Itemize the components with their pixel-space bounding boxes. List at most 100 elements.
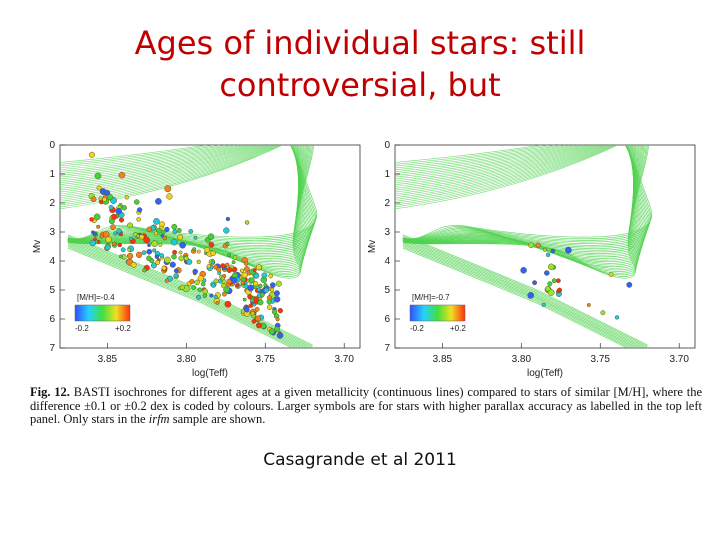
star-point [263, 287, 269, 294]
star-point [169, 261, 176, 268]
isochrone-line [395, 145, 563, 169]
isochrone-line [395, 145, 613, 202]
star-point [535, 242, 541, 248]
star-point [608, 272, 614, 277]
star-point [626, 281, 633, 288]
star-point [127, 247, 132, 252]
x-tick-label: 3.70 [334, 354, 354, 365]
star-point [126, 252, 134, 260]
star-point [118, 254, 123, 259]
star-point [176, 227, 182, 233]
isochrone-line [395, 145, 595, 185]
isochrone-line [60, 145, 264, 189]
star-point [565, 246, 572, 254]
isochrone-line [395, 145, 599, 189]
star-point [104, 244, 111, 251]
star-point [224, 300, 232, 308]
isochrone-line [60, 145, 262, 187]
star-point [117, 242, 122, 248]
star-point [270, 287, 275, 292]
isochrone-line [395, 145, 608, 197]
isochrone-line [60, 145, 266, 191]
isochrone-line [60, 145, 248, 178]
star-point [247, 294, 253, 300]
main-sequence-line [402, 246, 632, 348]
star-point [155, 260, 161, 265]
star-point [271, 309, 278, 315]
star-point [225, 241, 230, 246]
isochrone-line [395, 145, 592, 184]
isochrone-line [395, 145, 572, 172]
star-point [146, 248, 153, 255]
star-point [261, 272, 268, 279]
star-point [194, 279, 200, 286]
isochrone-line [67, 145, 313, 277]
star-point [173, 273, 179, 279]
star-point [202, 288, 209, 295]
isochrone-line [60, 145, 254, 182]
isochrone-lines [60, 145, 318, 348]
star-point [209, 293, 214, 298]
star-point [255, 322, 263, 329]
star-point [273, 290, 280, 297]
star-point [113, 231, 118, 236]
star-point [151, 240, 158, 248]
star-point [154, 231, 159, 236]
star-point [241, 271, 248, 279]
isochrone-line [402, 145, 642, 263]
caption-text-b: sample are shown. [169, 412, 266, 426]
star-point [172, 229, 178, 235]
star-point [89, 239, 97, 247]
star-point [142, 267, 147, 273]
star-point [166, 193, 173, 200]
star-point [158, 242, 163, 247]
y-tick-label: 0 [49, 140, 55, 151]
star-point [216, 267, 222, 273]
legend-label: [M/H]=-0.7 [412, 293, 450, 302]
isochrone-line [395, 145, 605, 195]
star-point [196, 259, 201, 264]
star-point [257, 283, 263, 289]
star-point [111, 241, 117, 247]
isochrone-line [60, 145, 260, 185]
isochrone-line [60, 145, 233, 171]
isochrone-line [60, 145, 257, 184]
colorbar-max-label: +0.2 [115, 324, 131, 333]
star-point [255, 264, 262, 271]
star-point [164, 278, 170, 283]
star-point [96, 224, 101, 229]
star-point [252, 268, 257, 273]
isochrone-line [395, 145, 586, 180]
star-point [164, 226, 170, 233]
y-tick-label: 5 [384, 285, 390, 296]
star-point [244, 220, 250, 225]
isochrone-figure-svg: [M/H]=-0.4 -0.2 +0.2 0 1 2 3 4 5 6 7 3.85 3.80 3.75 3.… [32, 140, 696, 379]
star-point [551, 278, 557, 284]
star-point [527, 292, 535, 299]
isochrone-line [60, 145, 251, 180]
star-point [248, 303, 254, 308]
star-point [179, 284, 186, 290]
isochrone-line [60, 145, 284, 210]
isochrone-line [395, 145, 597, 187]
isochrone-line [395, 145, 589, 182]
main-sequence-line [402, 237, 648, 348]
colorbar-max-label: +0.2 [450, 324, 466, 333]
star-point [200, 281, 206, 287]
caption-text-a: BASTI isochrones for different ages at a… [30, 385, 702, 426]
star-point [172, 249, 178, 255]
star-point [276, 332, 284, 339]
star-point [93, 213, 101, 221]
star-point [146, 226, 153, 233]
star-point [263, 283, 268, 287]
star-point [186, 258, 193, 265]
star-point [257, 299, 264, 306]
star-point [221, 291, 227, 297]
star-point [586, 303, 591, 307]
star-point [143, 236, 151, 244]
star-point [545, 285, 551, 292]
star-point [231, 260, 236, 265]
star-point [136, 217, 141, 222]
star-point [242, 297, 247, 302]
star-point [160, 229, 166, 235]
